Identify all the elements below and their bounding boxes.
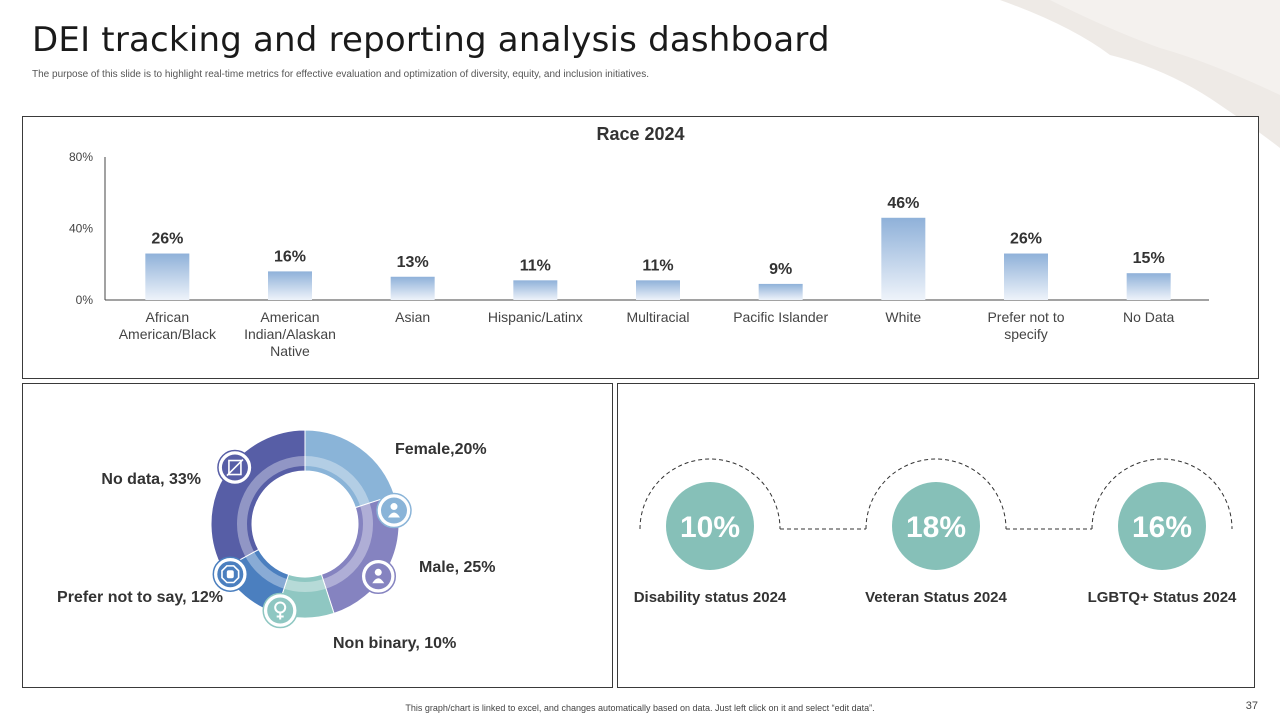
bar-data-label: 26% (151, 231, 183, 248)
x-tick-label: African (146, 309, 190, 325)
stop-hand-icon (212, 556, 249, 592)
x-tick-label: Indian/Alaskan (244, 326, 336, 342)
status-value: 16% (1132, 511, 1192, 544)
donut-slice[interactable] (320, 494, 400, 615)
race-chart-panel[interactable]: Race 2024 0% 40% 80% 26% African American/Bla… (22, 116, 1259, 379)
bar[interactable] (636, 280, 680, 300)
x-tick-label: American/Black (119, 326, 217, 342)
x-tick-label: American (260, 309, 319, 325)
bar[interactable] (758, 283, 803, 300)
no-data-icon (217, 449, 253, 486)
gender-donut-chart: Female,20% Male, 25% Non binary, 10% Prefer… (57, 429, 495, 652)
status-label: Disability status 2024 (634, 589, 787, 606)
bar[interactable] (1126, 273, 1171, 300)
status-label: Veteran Status 2024 (865, 589, 1007, 606)
status-panel[interactable]: 10% Disability status 2024 18% Veteran Stat… (617, 383, 1255, 688)
bar-data-label: 11% (520, 257, 551, 274)
venus-symbol-icon (262, 592, 298, 629)
bar[interactable] (513, 280, 558, 300)
y-tick-label: 0% (76, 293, 94, 307)
status-label: LGBTQ+ Status 2024 (1088, 589, 1237, 606)
x-tick-label: White (885, 309, 921, 325)
page-title: DEI tracking and reporting analysis dash… (32, 20, 830, 60)
bar[interactable] (268, 271, 312, 300)
bar[interactable] (1004, 253, 1048, 300)
status-circle (1118, 482, 1206, 570)
x-tick-label: specify (1004, 326, 1048, 342)
status-circle (666, 482, 754, 570)
status-value: 18% (906, 511, 966, 544)
donut-slice[interactable] (304, 429, 396, 509)
bar-data-label: 11% (642, 257, 673, 274)
status-metrics: 10% Disability status 2024 18% Veteran Stat… (634, 458, 1237, 606)
page-number: 37 (1245, 700, 1258, 712)
x-tick-label: Native (270, 343, 310, 359)
y-tick-label: 40% (69, 222, 93, 236)
bar-data-label: 46% (887, 195, 919, 212)
x-tick-label: Pacific Islander (733, 309, 828, 325)
y-tick-label: 80% (69, 150, 93, 164)
donut-data-label: Non binary, 10% (333, 635, 456, 652)
x-tick-label: Hispanic/Latinx (488, 309, 583, 325)
donut-data-label: No data, 33% (101, 471, 201, 488)
bar[interactable] (390, 276, 435, 300)
bar-data-label: 16% (274, 248, 306, 265)
donut-data-label: Male, 25% (419, 559, 495, 576)
gender-donut-panel[interactable]: Female,20% Male, 25% Non binary, 10% Prefer… (22, 383, 613, 688)
x-tick-label: Multiracial (626, 309, 689, 325)
donut-data-label: Female,20% (395, 441, 487, 458)
bar-data-label: 26% (1010, 231, 1042, 248)
bar-data-label: 15% (1133, 250, 1165, 267)
page-subtitle: The purpose of this slide is to highligh… (32, 69, 649, 80)
bar[interactable] (145, 253, 190, 300)
corner-decoration (1000, 0, 1280, 148)
donut-slice[interactable] (210, 429, 306, 570)
bar-data-label: 13% (397, 254, 429, 271)
x-tick-label: Prefer not to (987, 309, 1064, 325)
x-tick-label: No Data (1123, 309, 1175, 325)
donut-data-label: Prefer not to say, 12% (57, 589, 223, 606)
donut-inner-ring (237, 456, 373, 592)
footer-note: This graph/chart is linked to excel, and… (405, 703, 875, 713)
male-person-icon (360, 558, 396, 595)
x-tick-label: Asian (395, 309, 430, 325)
race-chart-title: Race 2024 (596, 124, 685, 144)
bar-data-label: 9% (769, 261, 792, 278)
female-person-icon (376, 492, 412, 529)
status-value: 10% (680, 511, 740, 544)
status-circle (892, 482, 980, 570)
bar[interactable] (881, 217, 926, 300)
